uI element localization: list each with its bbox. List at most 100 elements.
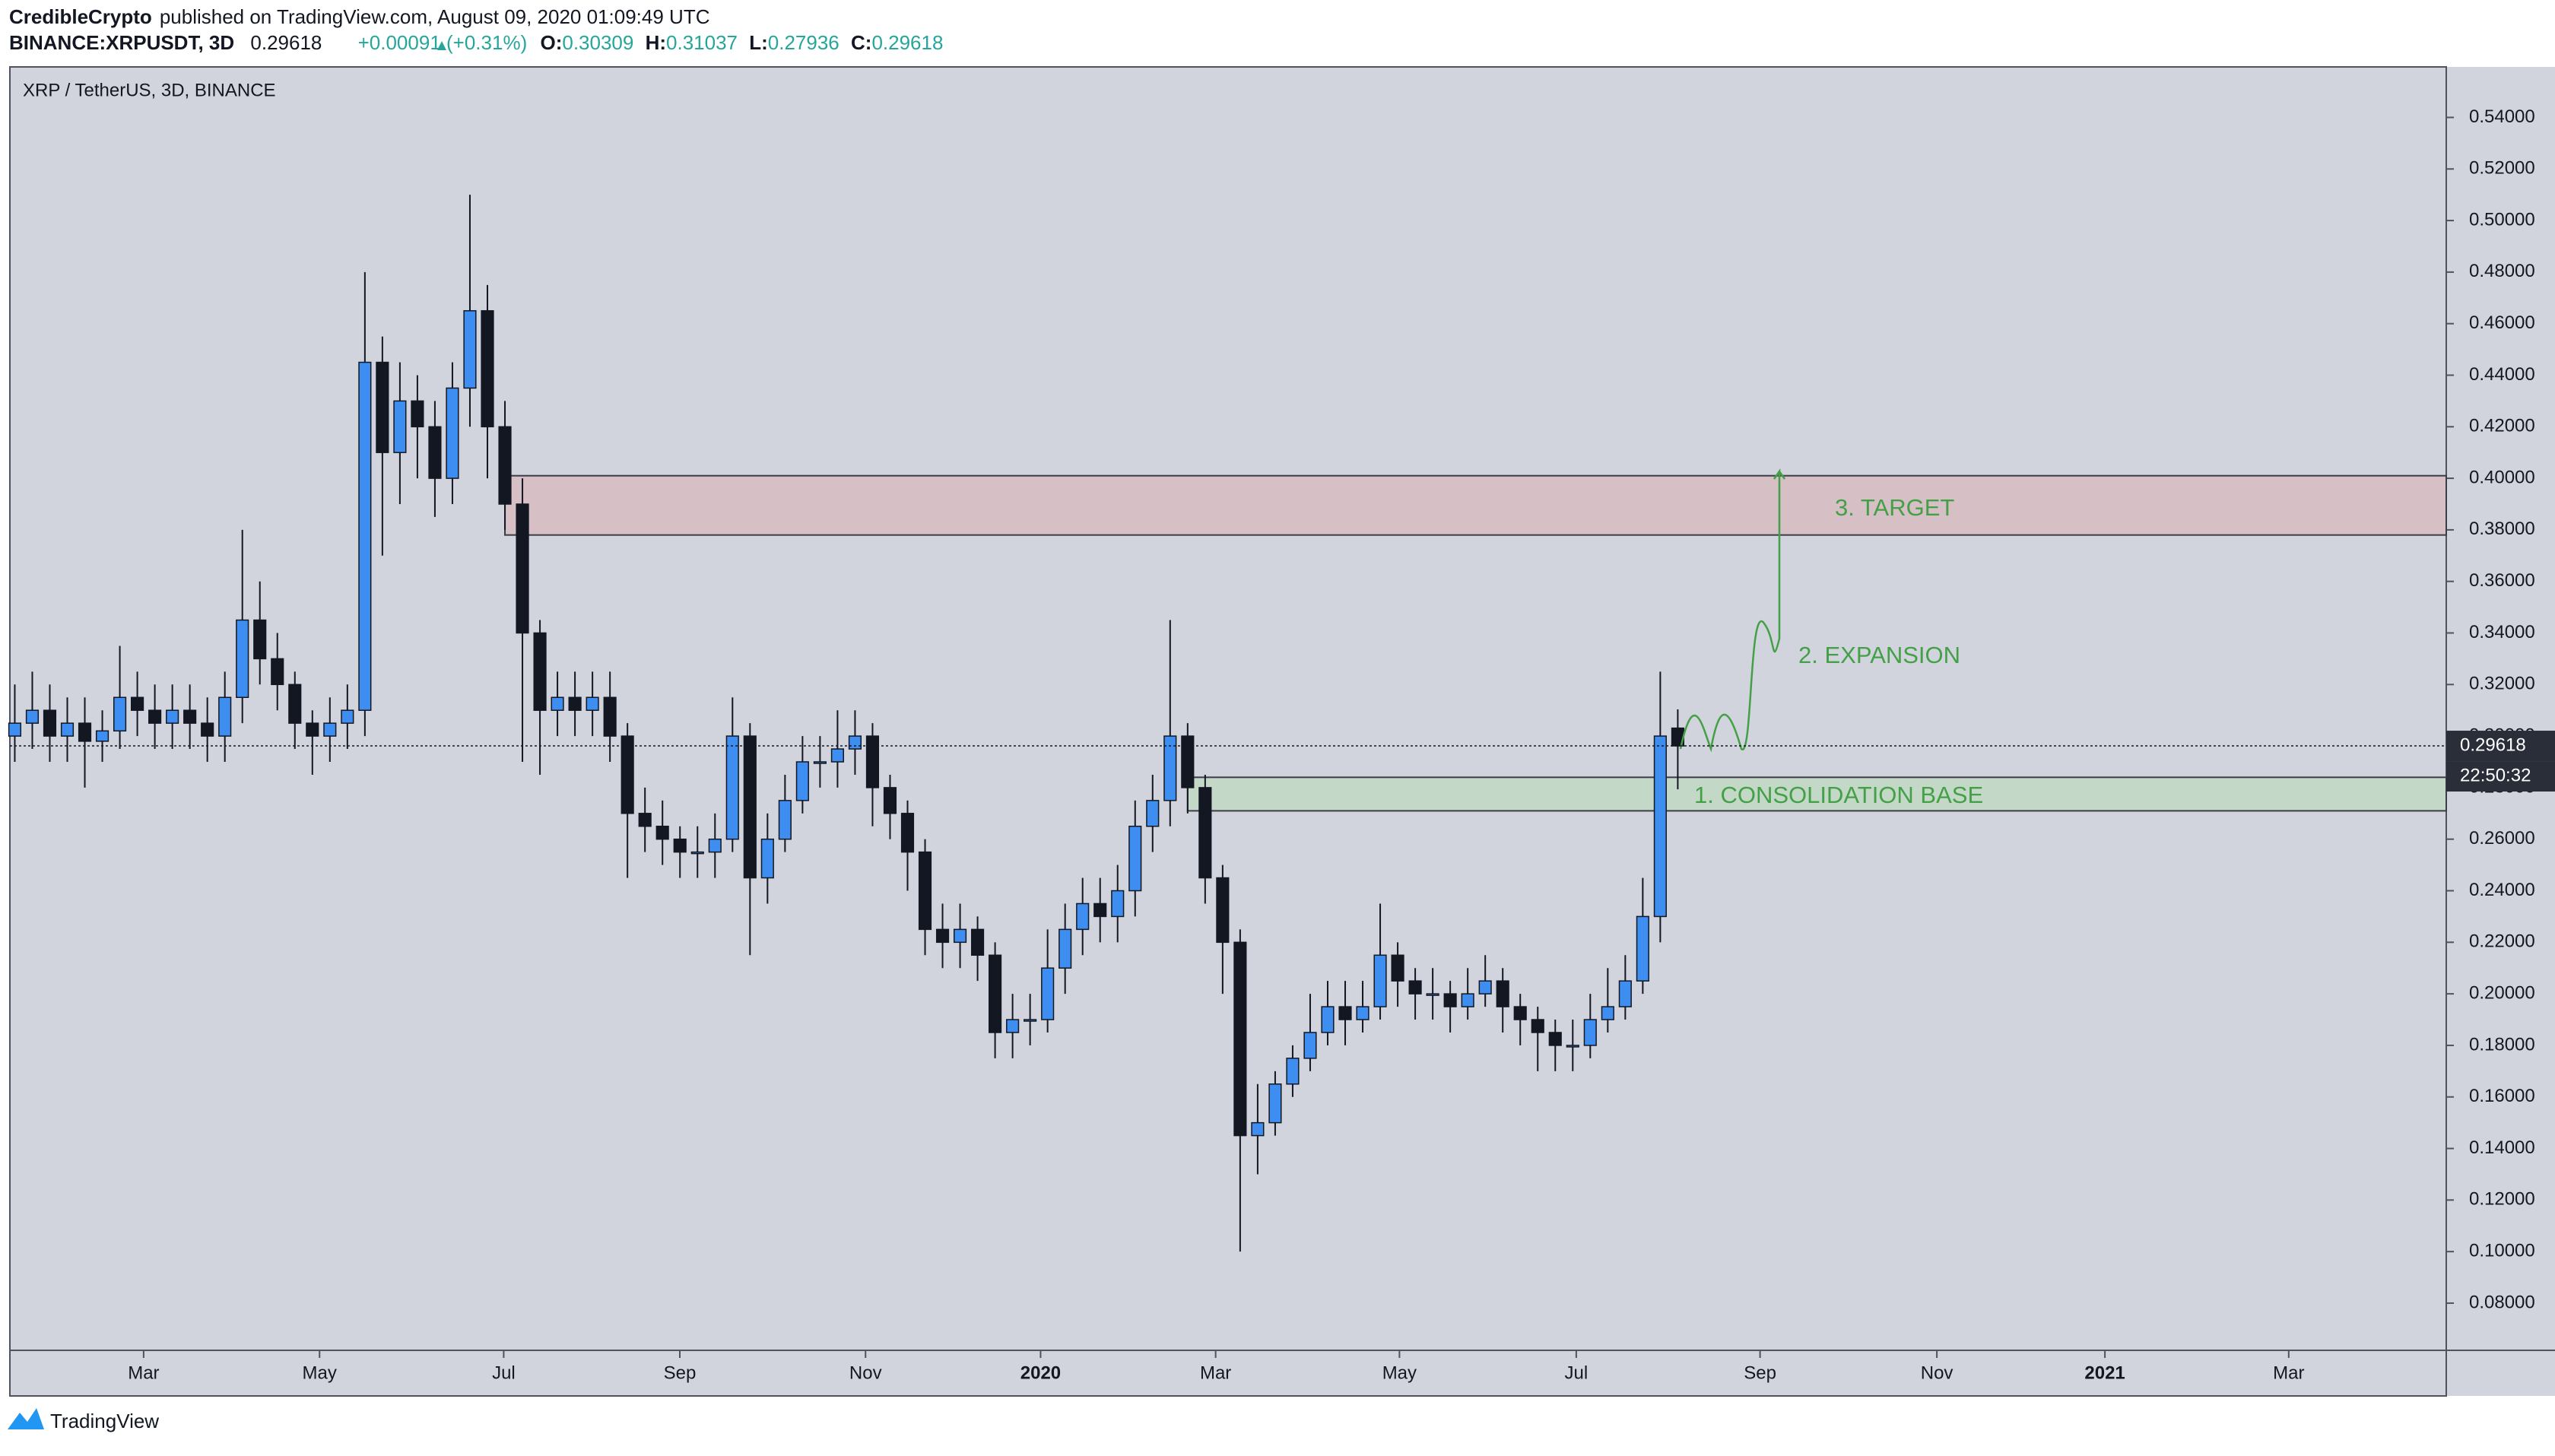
x-tick-label: Nov [849,1362,882,1383]
up-arrow-icon [437,41,446,50]
candle-body [1548,1032,1562,1046]
zone [504,474,2447,536]
candle-body [1356,1006,1370,1020]
ohlc-value: 0.30309 [562,31,633,54]
candle-body [428,426,442,479]
candle-body [218,696,232,737]
author: CredibleCrypto [9,5,152,28]
y-tick-label: 0.46000 [2469,312,2535,333]
candle-body [743,735,757,879]
y-tick-label: 0.48000 [2469,261,2535,281]
candle-body [376,361,389,453]
ohlc-key: L: [749,31,768,54]
candle-body [1041,967,1055,1020]
x-tick-label: Mar [1200,1362,1231,1383]
candle-body [288,684,302,724]
ohlc-key: O: [540,31,562,54]
candle-body [113,696,127,732]
candle-body [1601,1006,1614,1020]
ohlc-key: C: [851,31,871,54]
candle-body [1513,1006,1527,1020]
x-tick-label: Sep [1744,1362,1776,1383]
candle-body [341,709,354,724]
y-tick-label: 0.14000 [2469,1137,2535,1158]
x-tick-label: Sep [664,1362,697,1383]
candle-body [865,735,880,788]
candle-body [970,928,985,956]
candle-body [1058,928,1072,969]
candle-body [498,426,512,505]
candle-body [1373,954,1387,1007]
y-tick-label: 0.54000 [2469,106,2535,127]
candle-body [1338,1006,1352,1020]
candle-body [1303,1032,1317,1059]
candle-body [551,696,564,711]
price: 0.29618 [250,31,322,54]
candle-body [1391,954,1404,982]
candle-body [516,503,529,634]
candle-body [95,730,110,742]
countdown: 22:50:32 [2460,765,2531,785]
candle-body [1163,735,1177,801]
tradingview-logo [8,1408,44,1429]
candle-body [271,658,284,686]
candle-body [463,309,477,389]
zone-label: 3. TARGET [1835,494,1954,521]
candle-body [1426,993,1439,996]
candle-body [481,309,494,428]
candle-body [1443,993,1457,1007]
candle-body [1093,902,1107,918]
y-tick-label: 0.24000 [2469,880,2535,900]
y-tick-label: 0.08000 [2469,1292,2535,1312]
candle-body [1024,1019,1037,1022]
candle-body [201,722,214,737]
candle-body [586,696,599,711]
candle-body [690,851,704,855]
candle-body [813,761,827,764]
candle-body [446,387,459,479]
candle-body [603,696,617,737]
y-tick-label: 0.44000 [2469,364,2535,385]
chart-title: XRP / TetherUS, 3D, BINANCE [23,80,276,100]
candle-body [306,722,319,737]
y-tick-label: 0.20000 [2469,982,2535,1003]
candle-body [883,787,897,814]
legend-line: BINANCE:XRPUSDT, 3D 0.29618 +0.00091 (+0… [9,31,943,54]
x-tick-label: May [303,1362,337,1383]
published: published on TradingView.com, August 09,… [160,5,710,28]
candle-body [989,954,1002,1033]
plot-background [10,67,2446,1396]
candle-body [1111,890,1125,918]
candle-body [1286,1058,1300,1085]
candle-body [918,851,932,931]
zone-label: 1. CONSOLIDATION BASE [1694,782,1983,808]
candle-body [1268,1083,1282,1124]
candle-body [60,722,75,737]
candle-body [760,838,774,879]
candle-body [708,838,722,853]
ohlc-value: 0.31037 [666,31,738,54]
candle-body [43,709,57,737]
candle-body [1321,1006,1335,1033]
candle-body [1251,1121,1265,1137]
candle-body [673,838,687,853]
ohlc-key: H: [646,31,666,54]
x-tick-label: 2020 [1020,1362,1061,1383]
candle-body [358,361,372,711]
candle-body [795,761,809,801]
candle-body [935,928,950,944]
candle-body [1181,735,1195,788]
y-tick-label: 0.16000 [2469,1086,2535,1106]
candle-body [1128,826,1142,892]
candle-body [8,722,22,737]
ohlc-value: 0.29618 [871,31,943,54]
candle-body [620,735,634,814]
candle-body [655,826,669,840]
candle-body [25,709,40,724]
candle-body [848,735,862,750]
x-tick-label: Mar [128,1362,159,1383]
x-tick-label: May [1382,1362,1417,1383]
candle-body [166,709,179,724]
